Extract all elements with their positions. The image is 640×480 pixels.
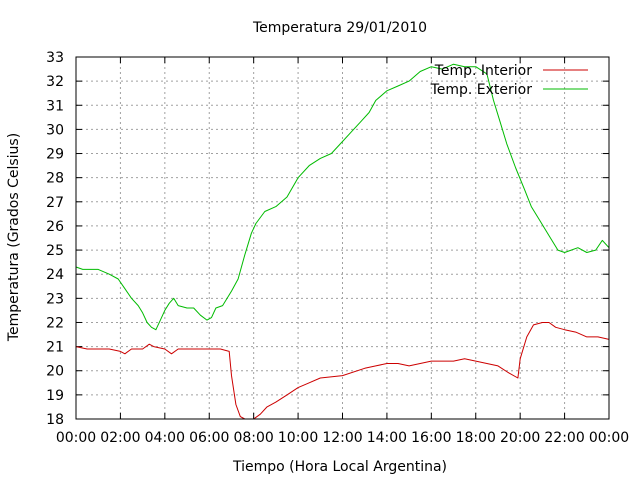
x-tick-label: 00:00 — [56, 430, 96, 446]
grid — [76, 57, 609, 419]
y-tick-label: 18 — [46, 412, 64, 428]
plot-frame — [75, 56, 610, 420]
series-line-interior — [75, 322, 610, 420]
y-tick-label: 25 — [46, 243, 64, 259]
series-line-exterior — [75, 63, 610, 331]
x-tick-label: 12:00 — [322, 430, 362, 446]
y-tick-label: 31 — [46, 98, 64, 114]
y-tick-label: 27 — [46, 195, 64, 211]
x-tick-label: 04:00 — [145, 430, 185, 446]
y-tick-label: 30 — [46, 122, 64, 138]
y-tick-label: 28 — [46, 171, 64, 187]
legend-label: Temp. Exterior — [430, 82, 533, 98]
x-axis-label: Tiempo (Hora Local Argentina) — [232, 459, 447, 475]
x-tick-label: 10:00 — [278, 430, 318, 446]
x-tick-label: 14:00 — [367, 430, 407, 446]
x-tick-label: 02:00 — [100, 430, 140, 446]
y-tick-label: 23 — [46, 291, 64, 307]
y-tick-label: 32 — [46, 74, 64, 90]
x-tick-label: 08:00 — [233, 430, 273, 446]
y-axis-label: Temperatura (Grados Celsius) — [6, 133, 22, 342]
x-tick-label: 00:00 — [589, 430, 629, 446]
y-tick-label: 33 — [46, 50, 64, 66]
y-tick-label: 22 — [46, 315, 64, 331]
y-tick-label: 24 — [46, 267, 64, 283]
y-tick-label: 19 — [46, 388, 64, 404]
y-tick-label: 21 — [46, 340, 64, 356]
x-tick-label: 22:00 — [544, 430, 584, 446]
x-tick-label: 18:00 — [456, 430, 496, 446]
legend-label: Temp. Interior — [434, 63, 533, 79]
axis-ticks: 00:00 02:00 04:00 06:00 08:00 10:00 12:00 14:00… — [46, 50, 629, 446]
x-tick-label: 20:00 — [500, 430, 540, 446]
y-tick-label: 29 — [46, 147, 64, 163]
x-tick-label: 16:00 — [411, 430, 451, 446]
chart-title: Temperatura 29/01/2010 — [252, 20, 427, 36]
legend: Temp. Interior Temp. Exterior — [430, 63, 588, 98]
y-tick-label: 20 — [46, 364, 64, 380]
y-tick-label: 26 — [46, 219, 64, 235]
series-lines — [75, 63, 610, 420]
x-tick-label: 06:00 — [189, 430, 229, 446]
